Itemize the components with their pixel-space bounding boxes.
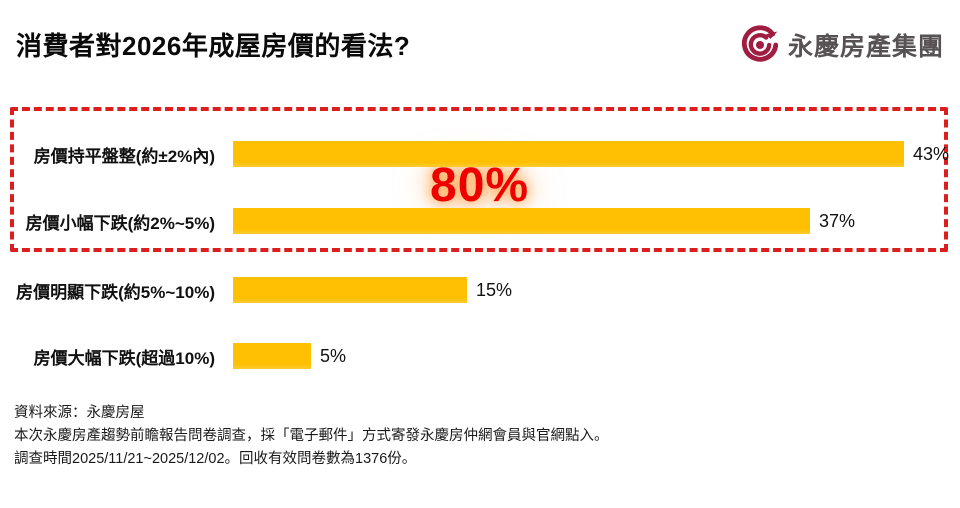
bar-row: 房價明顯下跌(約5%~10%) 15% <box>0 277 960 303</box>
bar-value: 43% <box>913 143 950 164</box>
bar-big-drop <box>233 343 311 369</box>
bar-label: 房價持平盤整(約±2%內) <box>33 146 215 166</box>
bar-row: 房價小幅下跌(約2%~5%) 37% <box>0 208 960 234</box>
source-note: 資料來源：永慶房屋 本次永慶房產趨勢前瞻報告問卷調查，採「電子郵件」方式寄發永慶… <box>14 402 609 471</box>
source-line: 資料來源：永慶房屋 <box>14 405 145 421</box>
yungching-logo-icon <box>741 25 779 62</box>
bar-flat <box>233 141 904 167</box>
yungching-logo-text: 永慶房產集團 <box>787 33 944 61</box>
yungching-logo: 永慶房產集團 <box>739 24 944 66</box>
bar-label: 房價小幅下跌(約2%~5%) <box>25 213 215 233</box>
highlight-dashed-box <box>10 107 948 252</box>
bar-value: 15% <box>476 279 513 300</box>
highlight-percentage: 80% <box>430 159 530 212</box>
page-title: 消費者對2026年成屋房價的看法? <box>16 31 411 61</box>
bar-label: 房價明顯下跌(約5%~10%) <box>16 282 215 302</box>
bar-row: 房價持平盤整(約±2%內) 43% <box>0 141 960 167</box>
bar-slight-drop <box>233 208 810 234</box>
bar-label: 房價大幅下跌(超過10%) <box>33 348 215 368</box>
bar-value: 5% <box>320 345 347 366</box>
bar-row: 房價大幅下跌(超過10%) 5% <box>0 343 960 369</box>
source-line: 本次永慶房產趨勢前瞻報告問卷調查，採「電子郵件」方式寄發永慶房仲網會員與官網點入… <box>14 428 609 444</box>
source-line: 調查時間2025/11/21~2025/12/02。回收有效問卷數為1376份。 <box>14 451 417 467</box>
bar-chart: 80% 房價持平盤整(約±2%內) 43% 房價小幅下跌(約2%~5%) 37%… <box>0 107 960 369</box>
bar-value: 37% <box>819 210 856 231</box>
bar-clear-drop <box>233 277 467 303</box>
